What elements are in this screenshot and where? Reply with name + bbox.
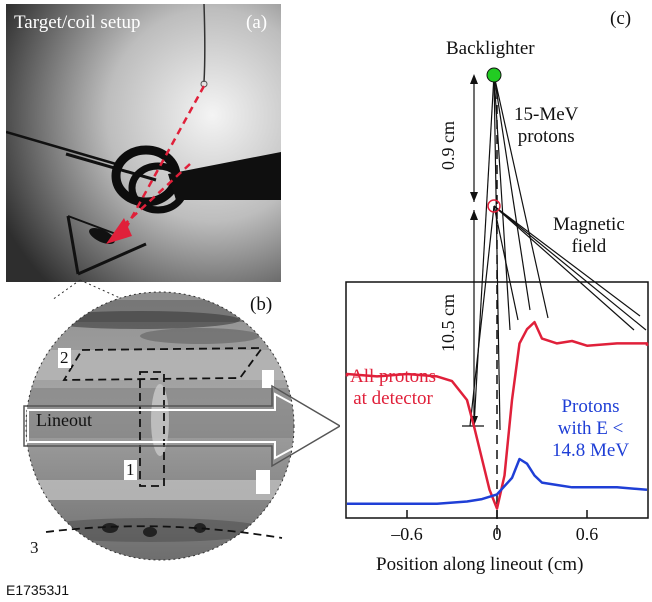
target-coil-photo: Target/coil setup (a)	[6, 4, 281, 282]
region-2-label: 2	[58, 348, 71, 368]
x-tick-label-0: –0.6	[390, 524, 423, 544]
panel-b-tag: (b)	[250, 294, 273, 315]
protons-15mev-line2: protons	[517, 126, 575, 147]
lineout-label: Lineout	[36, 410, 92, 430]
panel-a-tag: (a)	[246, 12, 268, 33]
magnetic-field-label: Magnetic field	[553, 214, 625, 258]
x-axis-label: Position along lineout (cm)	[376, 554, 584, 575]
low-e-line3: 14.8 MeV	[552, 440, 630, 461]
x-tick-label-2: 0.6	[576, 524, 599, 544]
x-tick-label-1: 0	[493, 524, 502, 544]
figure-id: E17353J1	[6, 582, 70, 598]
coil-marker	[487, 199, 501, 213]
panel-c-tag: (c)	[610, 8, 632, 29]
all-protons-line2: at detector	[353, 388, 433, 409]
region-3-label: 3	[30, 538, 39, 557]
target-coil-photo-graphic	[6, 4, 281, 282]
panel-a-title: Target/coil setup	[14, 12, 141, 33]
dimension-arrows	[462, 78, 484, 427]
low-energy-series	[347, 457, 648, 506]
all-protons-label: All protons at detector	[350, 366, 436, 410]
all-protons-series	[345, 320, 649, 510]
low-energy-label: Protons with E < 14.8 MeV	[552, 396, 629, 462]
dist-top-label: 0.9 cm	[438, 121, 458, 170]
magnetic-line2: field	[571, 236, 607, 257]
low-e-line2: with E <	[557, 418, 624, 439]
region-1-label: 1	[124, 460, 137, 480]
low-e-line1: Protons	[561, 396, 620, 417]
magnetic-line1: Magnetic	[553, 214, 625, 235]
all-protons-line1: All protons	[350, 366, 437, 387]
backlighter-label: Backlighter	[446, 38, 535, 59]
backlighter-dot	[486, 67, 502, 83]
radiograph-panel	[23, 291, 340, 561]
protons-15mev-line1: 15-MeV	[514, 104, 579, 125]
protons-15mev-label: 15-MeV protons	[514, 104, 578, 148]
proton-rays	[469, 74, 647, 431]
dist-bottom-label: 10.5 cm	[438, 294, 458, 352]
